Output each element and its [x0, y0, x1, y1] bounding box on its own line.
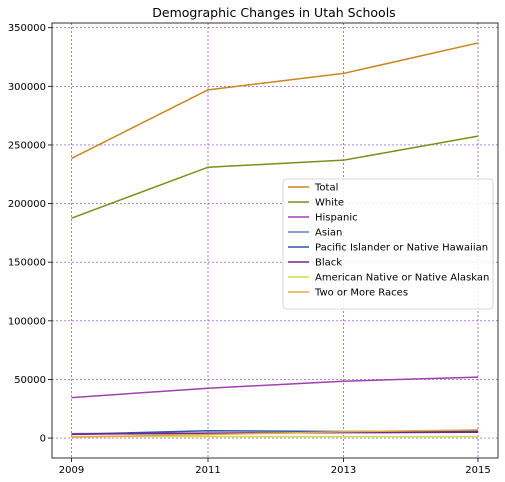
y-tick-label: 150000: [8, 258, 46, 269]
series-line-hispanic: [71, 376, 479, 399]
chart-title: Demographic Changes in Utah Schools: [152, 5, 395, 20]
legend-label: Pacific Islander or Native Hawaiian: [315, 243, 488, 254]
x-tick-label: 2015: [465, 465, 490, 476]
y-axis-ticks: 0 50000 100000 150000 200000 250000 300000 3500…: [8, 23, 52, 445]
y-tick-label: 50000: [14, 375, 46, 386]
series-line-white: [71, 135, 479, 219]
plot-frame: [51, 22, 499, 459]
series-lines: [71, 42, 479, 438]
x-axis-ticks: 2009 2011 2013 2015: [59, 458, 491, 476]
y-tick-label: 350000: [8, 23, 46, 34]
y-tick-label: 300000: [8, 82, 46, 93]
y-tick-label: 200000: [8, 199, 46, 210]
series-line-two-or-more-races: [71, 429, 479, 438]
y-tick-label: 100000: [8, 316, 46, 327]
legend-label: Asian: [315, 228, 342, 239]
legend-label: Two or More Races: [314, 288, 408, 299]
x-tick-label: 2013: [331, 465, 356, 476]
legend-label: White: [315, 198, 344, 209]
series-line-total: [71, 42, 479, 160]
y-tick-label: 0: [40, 434, 46, 445]
legend-label: Hispanic: [315, 213, 358, 224]
legend-box: [282, 178, 494, 310]
legend-label: Black: [315, 258, 342, 269]
legend-label: American Native or Native Alaskan: [315, 273, 489, 284]
legend-label: Total: [314, 183, 338, 194]
x-tick-label: 2011: [195, 465, 220, 476]
legend: Total White Hispanic Asian Pacific Islander …: [282, 178, 494, 310]
x-tick-label: 2009: [59, 465, 84, 476]
y-tick-label: 250000: [8, 140, 46, 151]
